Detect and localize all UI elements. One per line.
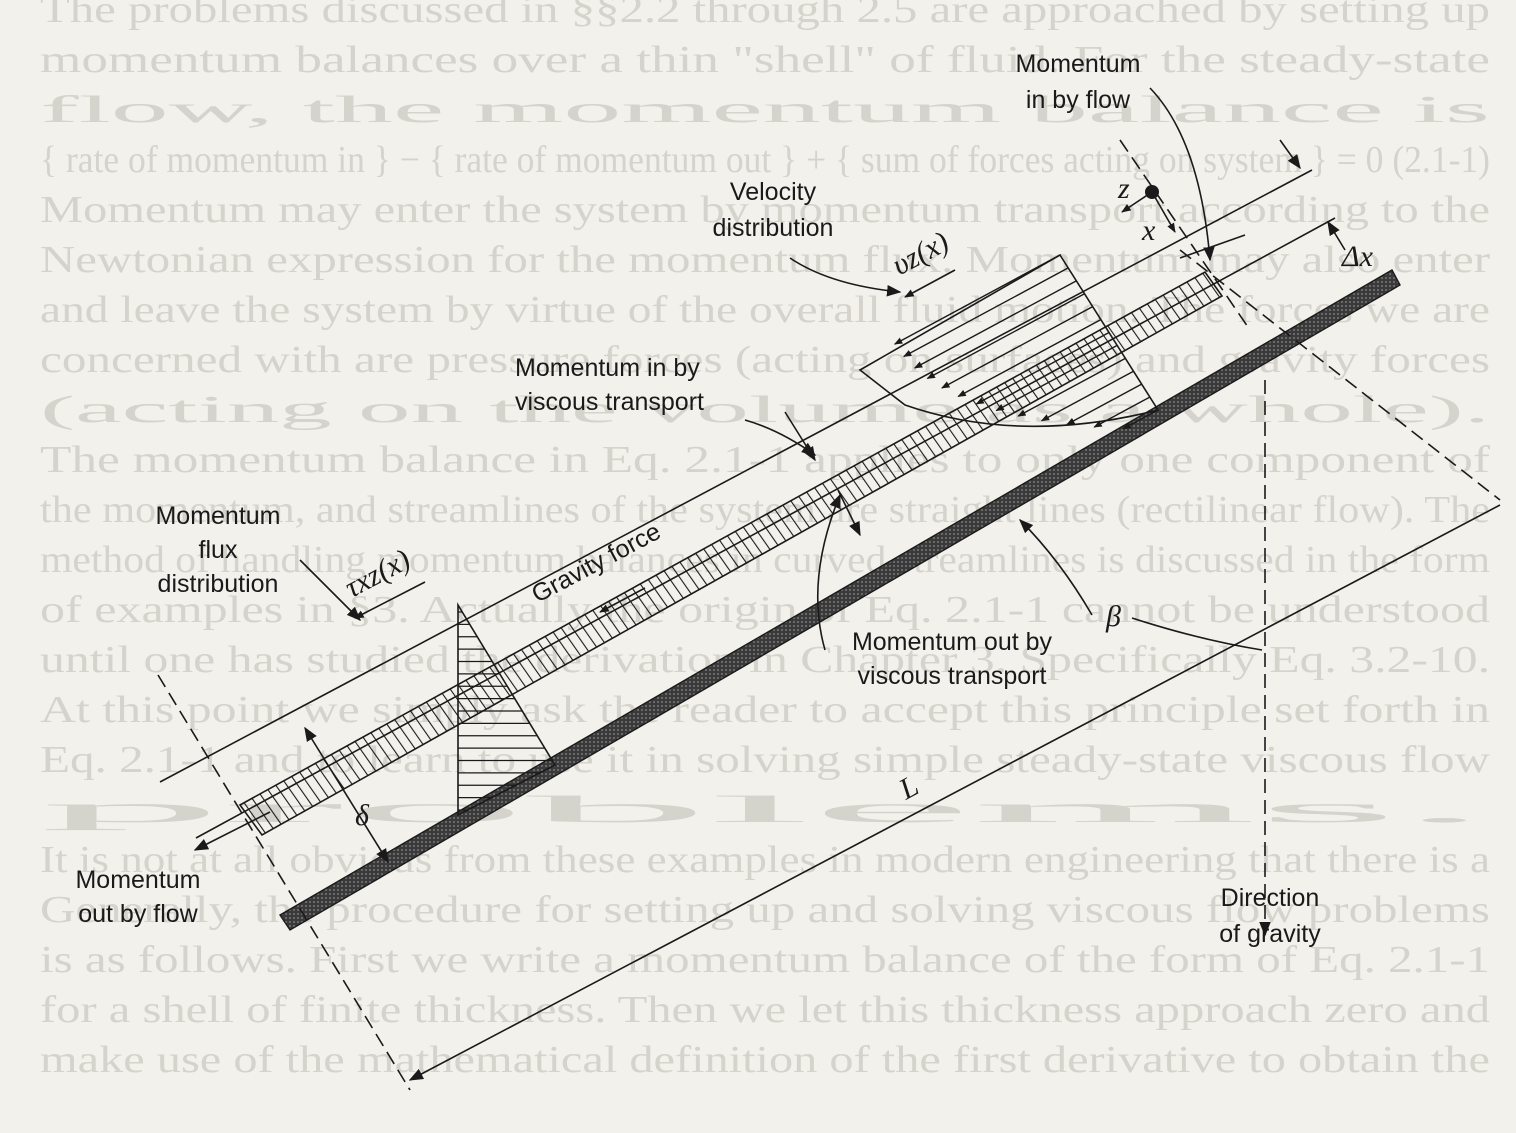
background-text-line: Eq. 2.1-1 and to learn to use it in solv… [40, 739, 1491, 781]
viscous-out-arrow [837, 489, 861, 537]
momentum-out-flow-arrow [193, 811, 271, 851]
symbol-dx: Δx [1341, 240, 1374, 273]
background-text-line: of examples in §3. Actually the origin o… [40, 589, 1490, 631]
velocity-vector-line [1093, 396, 1151, 428]
momentum-flux-triangle [457, 602, 557, 817]
label-momentum-out-viscous-1: Momentum out by [852, 628, 1053, 656]
label-momentum-out-flow-1: Momentum [75, 866, 200, 894]
background-text: The problems discussed in §§2.2 through … [40, 0, 1491, 1081]
velocity-vector-line [995, 344, 1118, 412]
label-flux-dist-3: distribution [158, 570, 279, 598]
label-velocity-dist-2: distribution [713, 214, 834, 242]
background-text-line: The problems discussed in §§2.2 through … [40, 0, 1490, 31]
symbol-beta: β [1105, 600, 1121, 633]
momentum-in-flow-leader [1149, 87, 1215, 262]
dx-arrow-top [1279, 139, 1301, 170]
background-text-line: and leave the system by virtue of the ov… [40, 289, 1490, 331]
velocity-vector-line [1040, 370, 1134, 422]
background-text-line: { rate of momentum in } − { rate of mome… [40, 139, 1490, 181]
delta-dimension-arrow [304, 726, 389, 864]
viscous-in-arrow [784, 411, 816, 462]
velocity-profile-outline [858, 253, 1160, 428]
velocity-vector-line [1017, 357, 1126, 417]
background-text-line: (acting on the volume as a whole). [40, 389, 1490, 431]
momentum-in-flow-marker [1179, 234, 1246, 259]
velocity-vector-line [975, 331, 1110, 405]
beta-leader-lower [1018, 518, 1093, 616]
symbol-z: z [1117, 172, 1130, 205]
background-text-line: flow, the momentum balance is [40, 89, 1490, 131]
dx-dashed-line [1179, 249, 1501, 501]
txz-direction-arrow [354, 581, 426, 619]
velocity-vector-line [926, 293, 1085, 380]
label-flux-dist-2: flux [199, 536, 238, 564]
label-momentum-in-viscous-1: Momentum in by [515, 354, 700, 382]
background-text-line: At this point we simply ask the reader t… [40, 689, 1490, 731]
label-flux-dist-1: Momentum [155, 502, 280, 530]
dx-arrow-bottom [1327, 220, 1346, 251]
label-direction-gravity-1: Direction [1221, 884, 1320, 912]
symbol-delta: δ [355, 799, 370, 832]
label-momentum-in-flow-1: Momentum [1015, 50, 1140, 78]
beta-leader-upper [1131, 617, 1263, 651]
velocity-vector-line [941, 306, 1093, 389]
left-dashed-line [157, 674, 411, 1091]
background-text-line: make use of the mathematical definition … [40, 1039, 1490, 1081]
z-axis-arrow [1121, 191, 1153, 213]
vz-direction-arrow [904, 269, 956, 298]
viscous-out-leader [816, 493, 841, 651]
flux-distribution-leader [299, 559, 362, 622]
velocity-vector-line [913, 280, 1077, 369]
label-momentum-in-viscous-2: viscous transport [515, 388, 704, 416]
label-direction-gravity-2: of gravity [1219, 920, 1321, 948]
film-upper-boundary-line [159, 169, 1313, 783]
background-text-line: Generally, the procedure for setting up … [40, 889, 1490, 931]
wall-plate [279, 269, 1401, 931]
label-velocity-dist-1: Velocity [730, 178, 817, 206]
background-text-line: is as follows. First we write a momentum… [40, 939, 1490, 981]
label-momentum-in-flow-2: in by flow [1026, 86, 1131, 114]
shell-hatched-strip [238, 270, 1224, 837]
film-geometry [157, 87, 1501, 1091]
velocity-vector-line [957, 318, 1102, 398]
background-text-line: Newtonian expression for the momentum fl… [40, 239, 1490, 281]
label-momentum-out-flow-2: out by flow [78, 900, 198, 928]
velocity-profile-lines [893, 254, 1159, 430]
background-text-line: Momentum may enter the system by momentu… [40, 189, 1490, 231]
x-axis-arrow [1151, 191, 1176, 233]
background-text-line: momentum balances over a thin "shell" of… [40, 39, 1490, 81]
velocity-distribution-leader [789, 257, 902, 297]
gravity-force-arrow [599, 587, 646, 613]
label-momentum-out-viscous-2: viscous transport [858, 662, 1047, 690]
velocity-vector-line [1066, 383, 1142, 426]
symbol-x: x [1141, 214, 1156, 247]
L-dimension-line [408, 504, 1501, 1081]
velocity-vector-line [1122, 409, 1159, 430]
velocity-vector-line [903, 267, 1069, 358]
background-text-line: It is not at all obvious from these exam… [40, 839, 1490, 881]
momentum-flux-lines [458, 611, 553, 811]
top-dashed-line [1119, 139, 1251, 331]
velocity-vector-line [893, 254, 1061, 345]
background-text-line: for a shell of finite thickness. Then we… [40, 989, 1490, 1031]
